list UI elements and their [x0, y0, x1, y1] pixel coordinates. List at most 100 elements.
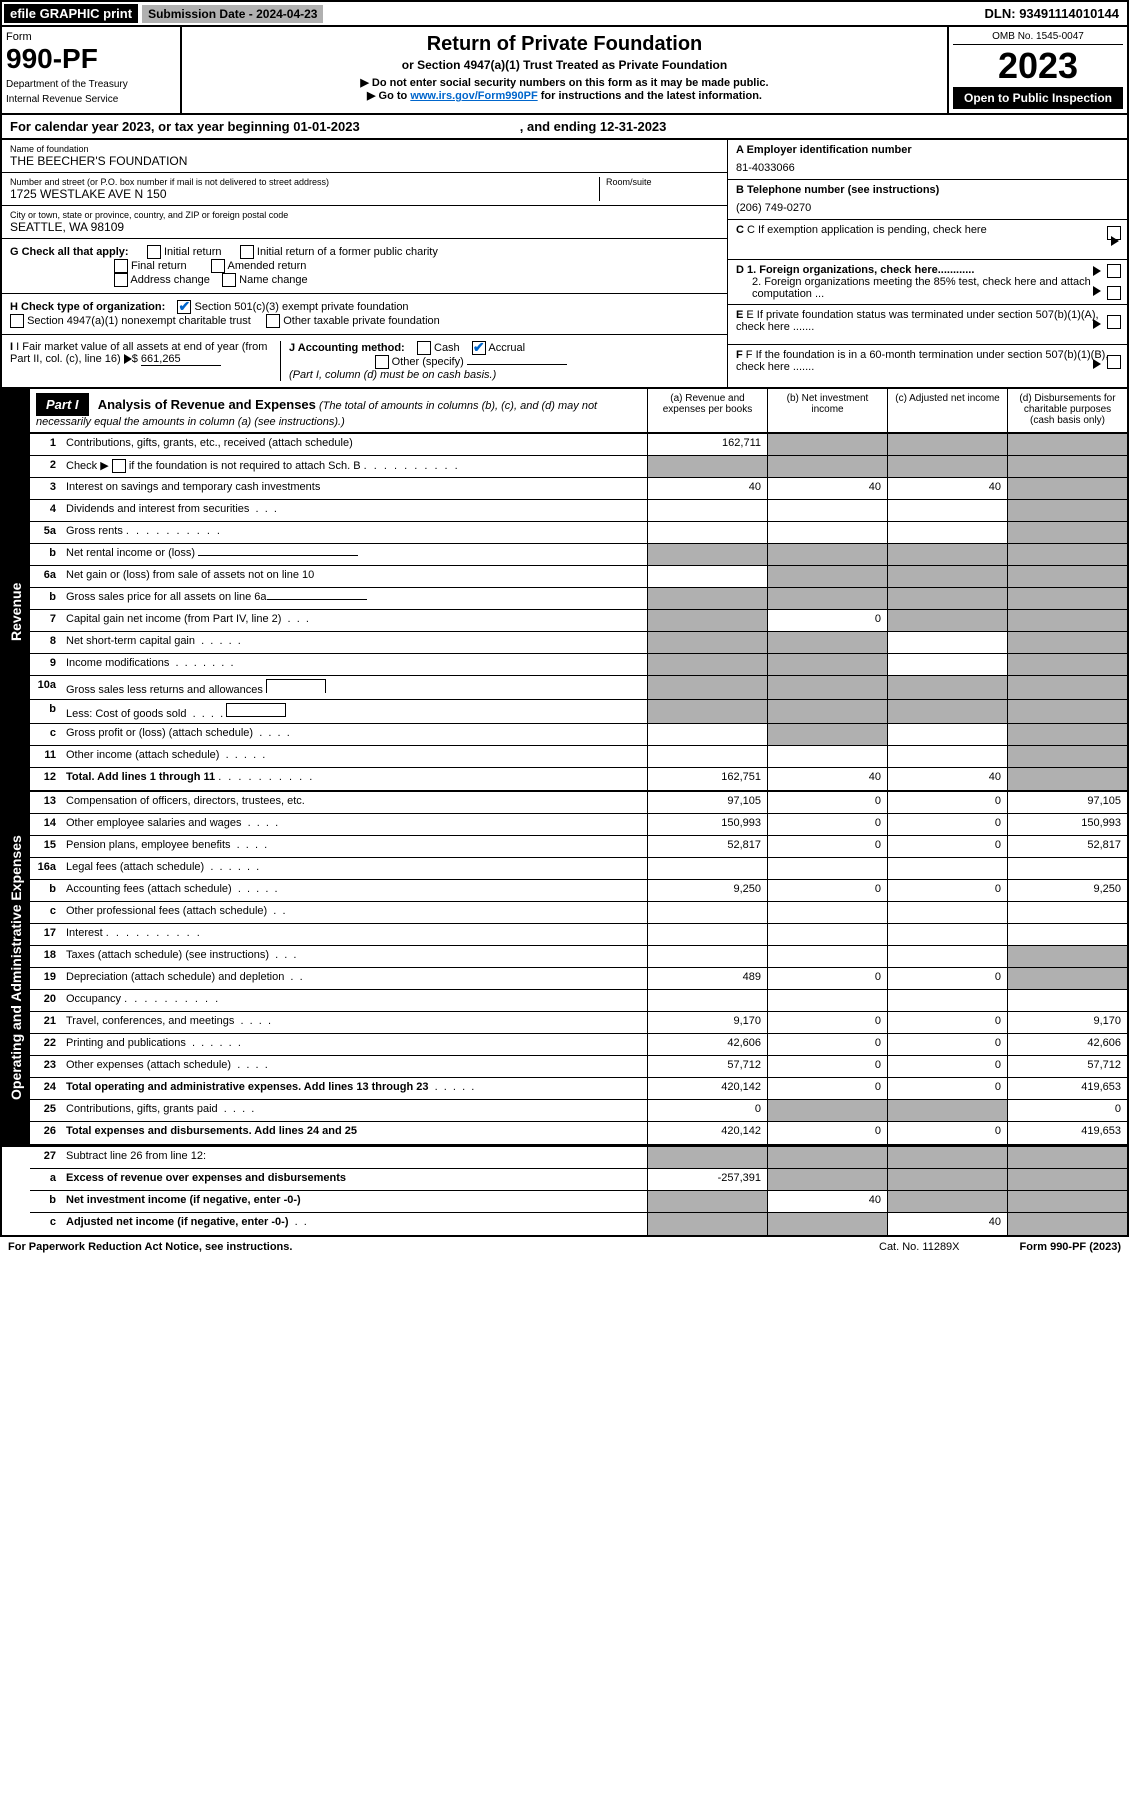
- line27-section: 27Subtract line 26 from line 12: aExcess…: [0, 1146, 1129, 1237]
- info-section: Name of foundation THE BEECHER'S FOUNDAT…: [0, 140, 1129, 389]
- chk-initial-former[interactable]: [240, 245, 254, 259]
- chk-e[interactable]: [1107, 315, 1121, 329]
- row-6a: 6aNet gain or (loss) from sale of assets…: [30, 566, 1127, 588]
- row-27a: aExcess of revenue over expenses and dis…: [30, 1169, 1127, 1191]
- header-left: Form 990-PF Department of the Treasury I…: [2, 27, 182, 113]
- revenue-side-label: Revenue: [2, 434, 30, 790]
- row-6b: bGross sales price for all assets on lin…: [30, 588, 1127, 610]
- d1-label: D 1. Foreign organizations, check here..…: [736, 264, 974, 276]
- chk-initial-return[interactable]: [147, 245, 161, 259]
- addr-label: Number and street (or P.O. box number if…: [10, 177, 599, 187]
- calendar-year-row: For calendar year 2023, or tax year begi…: [0, 115, 1129, 140]
- form-ref: Form 990-PF (2023): [1020, 1241, 1121, 1253]
- row-26: 26Total expenses and disbursements. Add …: [30, 1122, 1127, 1144]
- row-3: 3Interest on savings and temporary cash …: [30, 478, 1127, 500]
- row-16a: 16aLegal fees (attach schedule) . . . . …: [30, 858, 1127, 880]
- row-11: 11Other income (attach schedule) . . . .…: [30, 746, 1127, 768]
- opt-name-change: Name change: [239, 274, 308, 286]
- info-right: A Employer identification number 81-4033…: [727, 140, 1127, 387]
- opt-cash: Cash: [434, 342, 460, 354]
- col-b-hdr: (b) Net investment income: [767, 389, 887, 432]
- row-13: 13Compensation of officers, directors, t…: [30, 792, 1127, 814]
- chk-d2[interactable]: [1107, 286, 1121, 300]
- form-number: 990-PF: [6, 43, 176, 75]
- opt-501c3: Section 501(c)(3) exempt private foundat…: [195, 301, 409, 313]
- cal-year-ending: , and ending 12-31-2023: [520, 119, 667, 134]
- row-16c: cOther professional fees (attach schedul…: [30, 902, 1127, 924]
- chk-f[interactable]: [1107, 355, 1121, 369]
- submission-date: Submission Date - 2024-04-23: [142, 5, 323, 23]
- d-cell: D 1. Foreign organizations, check here..…: [728, 260, 1127, 305]
- revenue-section: Revenue 1Contributions, gifts, grants, e…: [0, 434, 1129, 792]
- irs-link[interactable]: www.irs.gov/Form990PF: [410, 90, 537, 102]
- cal-year-text: For calendar year 2023, or tax year begi…: [10, 119, 360, 134]
- chk-name-change[interactable]: [222, 273, 236, 287]
- col-a-hdr: (a) Revenue and expenses per books: [647, 389, 767, 432]
- part1-title-cell: Part I Analysis of Revenue and Expenses …: [30, 389, 647, 432]
- chk-addr-change[interactable]: [114, 273, 128, 287]
- opt-initial: Initial return: [164, 246, 221, 258]
- ein-label: A Employer identification number: [736, 144, 1119, 156]
- foundation-name: THE BEECHER'S FOUNDATION: [10, 154, 719, 168]
- chk-accrual[interactable]: [472, 341, 486, 355]
- c-cell: C C If exemption application is pending,…: [728, 220, 1127, 260]
- opt-addr-change: Address change: [130, 274, 210, 286]
- tax-year: 2023: [953, 45, 1123, 87]
- opt-accrual: Accrual: [488, 342, 525, 354]
- form-note2: ▶ Go to www.irs.gov/Form990PF for instru…: [188, 89, 941, 102]
- efile-label: efile GRAPHIC print: [4, 4, 138, 23]
- chk-other-taxable[interactable]: [266, 314, 280, 328]
- room-label: Room/suite: [606, 177, 719, 187]
- row-5a: 5aGross rents: [30, 522, 1127, 544]
- open-public: Open to Public Inspection: [953, 87, 1123, 109]
- chk-c[interactable]: [1107, 226, 1121, 240]
- chk-other-method[interactable]: [375, 355, 389, 369]
- chk-final-return[interactable]: [114, 259, 128, 273]
- ij-section: I I Fair market value of all assets at e…: [2, 335, 727, 387]
- name-cell: Name of foundation THE BEECHER'S FOUNDAT…: [2, 140, 727, 173]
- expenses-section: Operating and Administrative Expenses 13…: [0, 792, 1129, 1146]
- col-c-hdr: (c) Adjusted net income: [887, 389, 1007, 432]
- form-label: Form: [6, 31, 176, 43]
- opt-other-method: Other (specify): [392, 356, 464, 368]
- omb-number: OMB No. 1545-0047: [953, 31, 1123, 45]
- part1-header-row: Part I Analysis of Revenue and Expenses …: [0, 389, 1129, 434]
- form-subtitle: or Section 4947(a)(1) Trust Treated as P…: [188, 58, 941, 72]
- row-14: 14Other employee salaries and wages . . …: [30, 814, 1127, 836]
- chk-d1[interactable]: [1107, 264, 1121, 278]
- arrow-icon: [1093, 286, 1101, 296]
- row-27b: bNet investment income (if negative, ent…: [30, 1191, 1127, 1213]
- address: 1725 WESTLAKE AVE N 150: [10, 187, 599, 201]
- arrow-icon: [124, 354, 132, 364]
- row-17: 17Interest: [30, 924, 1127, 946]
- phone-value: (206) 749-0270: [736, 202, 1119, 214]
- arrow-icon: [1093, 319, 1101, 329]
- chk-amended[interactable]: [211, 259, 225, 273]
- dln: DLN: 93491114010144: [985, 6, 1125, 21]
- chk-501c3[interactable]: [177, 300, 191, 314]
- expenses-side-label: Operating and Administrative Expenses: [2, 792, 30, 1144]
- h-section: H Check type of organization: Section 50…: [2, 294, 727, 335]
- ein-value: 81-4033066: [736, 162, 1119, 174]
- d2-label: 2. Foreign organizations meeting the 85%…: [736, 276, 1119, 300]
- row-7: 7Capital gain net income (from Part IV, …: [30, 610, 1127, 632]
- chk-cash[interactable]: [417, 341, 431, 355]
- row-1: 1Contributions, gifts, grants, etc., rec…: [30, 434, 1127, 456]
- opt-other-tax: Other taxable private foundation: [283, 315, 440, 327]
- row-22: 22Printing and publications . . . . . .4…: [30, 1034, 1127, 1056]
- opt-final: Final return: [131, 260, 187, 272]
- row-20: 20Occupancy: [30, 990, 1127, 1012]
- row-27: 27Subtract line 26 from line 12:: [30, 1147, 1127, 1169]
- row-18: 18Taxes (attach schedule) (see instructi…: [30, 946, 1127, 968]
- chk-schB[interactable]: [112, 459, 126, 473]
- f-label: F If the foundation is in a 60-month ter…: [736, 349, 1108, 373]
- f-cell: F F If the foundation is in a 60-month t…: [728, 345, 1127, 385]
- top-bar: efile GRAPHIC print Submission Date - 20…: [0, 0, 1129, 27]
- j-label: J Accounting method:: [289, 342, 405, 354]
- row-23: 23Other expenses (attach schedule) . . .…: [30, 1056, 1127, 1078]
- chk-4947[interactable]: [10, 314, 24, 328]
- g-section: G Check all that apply: Initial return I…: [2, 239, 727, 294]
- ein-cell: A Employer identification number 81-4033…: [728, 140, 1127, 180]
- j-note: (Part I, column (d) must be on cash basi…: [289, 369, 496, 381]
- h-label: H Check type of organization:: [10, 301, 165, 313]
